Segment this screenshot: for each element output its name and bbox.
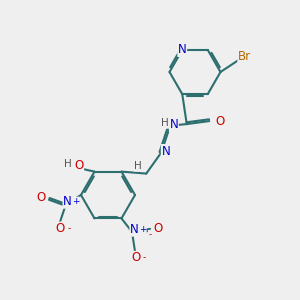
- Text: Br: Br: [238, 50, 251, 64]
- Text: H: H: [161, 118, 169, 128]
- Text: N: N: [161, 145, 170, 158]
- Text: H: H: [134, 161, 142, 171]
- Text: O: O: [215, 115, 224, 128]
- Text: H: H: [64, 158, 72, 169]
- Text: N: N: [169, 118, 178, 131]
- Text: +: +: [139, 225, 146, 234]
- Text: O: O: [37, 191, 46, 204]
- Text: -: -: [148, 230, 152, 239]
- Text: +: +: [72, 197, 79, 206]
- Text: O: O: [56, 222, 64, 235]
- Text: O: O: [131, 251, 140, 265]
- Text: N: N: [178, 44, 187, 56]
- Text: N: N: [130, 223, 139, 236]
- Text: N: N: [63, 195, 72, 208]
- Text: O: O: [74, 159, 83, 172]
- Text: -: -: [143, 254, 146, 262]
- Text: O: O: [154, 222, 163, 235]
- Text: -: -: [68, 224, 71, 233]
